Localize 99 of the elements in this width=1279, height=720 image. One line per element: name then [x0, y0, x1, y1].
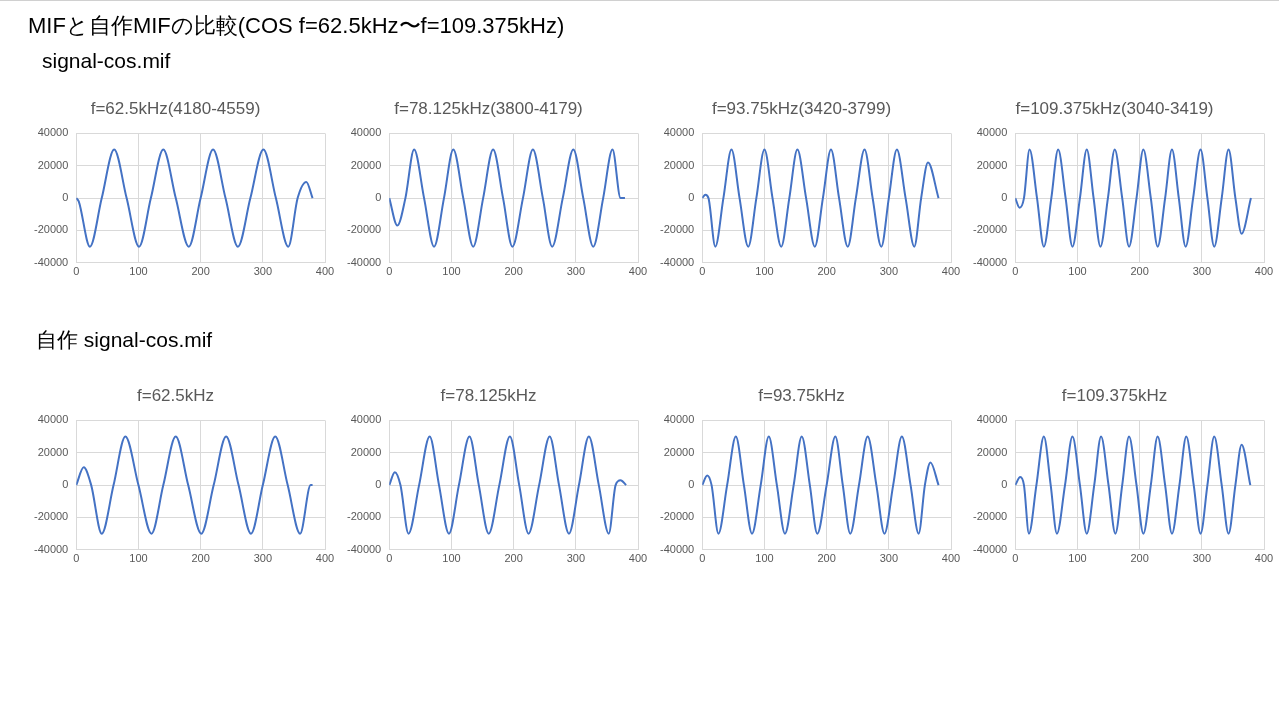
chart-title: f=109.375kHz — [1061, 385, 1168, 405]
y-tick-label: 0 — [375, 478, 382, 491]
y-tick-label: 40000 — [37, 126, 69, 139]
y-tick-label: -40000 — [346, 255, 382, 268]
y-tick-label: 40000 — [350, 413, 382, 426]
y-tick-label: 0 — [688, 478, 695, 491]
x-tick-label: 200 — [817, 265, 836, 278]
x-tick-label: 0 — [1012, 265, 1019, 278]
x-tick-label: 400 — [315, 552, 335, 565]
x-tick-label: 100 — [755, 552, 774, 565]
line-series — [702, 148, 940, 248]
y-tick-label: 40000 — [976, 126, 1008, 139]
x-tick-label: 100 — [442, 265, 461, 278]
x-tick-label: 300 — [879, 265, 898, 278]
y-tick-label: 20000 — [350, 445, 382, 458]
y-tick-label: -40000 — [659, 542, 695, 555]
x-tick-label: 200 — [1130, 552, 1149, 565]
x-tick-label: 400 — [941, 552, 961, 565]
x-tick-label: 300 — [566, 552, 585, 565]
x-tick-label: 300 — [1192, 552, 1211, 565]
x-tick-label: 0 — [73, 265, 80, 278]
line-series — [389, 148, 626, 248]
x-tick-label: 100 — [129, 265, 148, 278]
x-tick-label: 200 — [1130, 265, 1149, 278]
x-tick-label: 0 — [699, 265, 706, 278]
y-tick-label: -20000 — [659, 223, 695, 236]
y-tick-label: 0 — [62, 191, 69, 204]
x-tick-label: 200 — [817, 552, 836, 565]
y-tick-label: -20000 — [659, 510, 695, 523]
line-series — [76, 148, 314, 248]
y-tick-label: 20000 — [976, 158, 1008, 171]
y-tick-label: -20000 — [346, 223, 382, 236]
x-tick-label: 400 — [1254, 265, 1274, 278]
x-tick-label: 100 — [129, 552, 148, 565]
x-tick-label: 200 — [191, 552, 210, 565]
x-tick-label: 300 — [253, 552, 272, 565]
x-tick-label: 200 — [504, 265, 523, 278]
x-tick-label: 100 — [1068, 552, 1087, 565]
line-series — [1015, 148, 1252, 248]
y-tick-label: -40000 — [33, 255, 69, 268]
y-tick-label: 20000 — [37, 158, 69, 171]
y-tick-label: 0 — [62, 478, 69, 491]
x-tick-label: 0 — [73, 552, 80, 565]
y-tick-label: -20000 — [972, 510, 1008, 523]
x-tick-label: 200 — [504, 552, 523, 565]
y-tick-label: 0 — [375, 191, 382, 204]
chart-title: f=93.75kHz(3420-3799) — [711, 98, 892, 118]
y-tick-label: 0 — [1001, 478, 1008, 491]
x-tick-label: 400 — [315, 265, 335, 278]
chart-title: f=62.5kHz(4180-4559) — [90, 98, 261, 118]
y-tick-label: -40000 — [972, 542, 1008, 555]
y-tick-label: -40000 — [659, 255, 695, 268]
x-tick-label: 300 — [566, 265, 585, 278]
text: signal-cos.mif — [42, 49, 172, 73]
x-tick-label: 300 — [1192, 265, 1211, 278]
y-tick-label: -40000 — [972, 255, 1008, 268]
y-tick-label: 0 — [1001, 191, 1008, 204]
x-tick-label: 0 — [1012, 552, 1019, 565]
y-tick-label: -20000 — [346, 510, 382, 523]
x-tick-label: 300 — [879, 552, 898, 565]
y-tick-label: -40000 — [346, 542, 382, 555]
line-series — [76, 435, 314, 535]
x-tick-label: 300 — [253, 265, 272, 278]
chart-title: f=93.75kHz — [758, 385, 845, 405]
y-tick-label: 20000 — [976, 445, 1008, 458]
chart-title: f=78.125kHz(3800-4179) — [394, 98, 583, 118]
y-tick-label: 40000 — [350, 126, 382, 139]
y-tick-label: 20000 — [663, 445, 695, 458]
text: MIFと自作MIFの比較(COS f=62.5kHz〜f=109.375kHz) — [28, 12, 566, 40]
x-tick-label: 100 — [1068, 265, 1087, 278]
y-tick-label: 40000 — [37, 413, 69, 426]
x-tick-label: 0 — [386, 265, 393, 278]
y-tick-label: 20000 — [350, 158, 382, 171]
y-tick-label: 40000 — [976, 413, 1008, 426]
y-tick-label: -20000 — [33, 223, 69, 236]
x-tick-label: 400 — [628, 265, 648, 278]
x-tick-label: 100 — [442, 552, 461, 565]
line-series — [1015, 435, 1252, 535]
x-tick-label: 200 — [191, 265, 210, 278]
y-tick-label: 0 — [688, 191, 695, 204]
y-tick-label: 20000 — [37, 445, 69, 458]
x-tick-label: 400 — [1254, 552, 1274, 565]
y-tick-label: 40000 — [663, 126, 695, 139]
chart-title: f=109.375kHz(3040-3419) — [1015, 98, 1214, 118]
y-tick-label: 20000 — [663, 158, 695, 171]
x-tick-label: 100 — [755, 265, 774, 278]
y-tick-label: 40000 — [663, 413, 695, 426]
y-tick-label: -40000 — [33, 542, 69, 555]
x-tick-label: 0 — [699, 552, 706, 565]
y-tick-label: -20000 — [33, 510, 69, 523]
chart-title: f=62.5kHz — [136, 385, 215, 405]
y-tick-label: -20000 — [972, 223, 1008, 236]
line-series — [702, 435, 940, 535]
text: 自作 signal-cos.mif — [36, 327, 214, 353]
chart-title: f=78.125kHz — [440, 385, 537, 405]
x-tick-label: 400 — [941, 265, 961, 278]
x-tick-label: 0 — [386, 552, 393, 565]
x-tick-label: 400 — [628, 552, 648, 565]
line-series — [389, 435, 628, 535]
